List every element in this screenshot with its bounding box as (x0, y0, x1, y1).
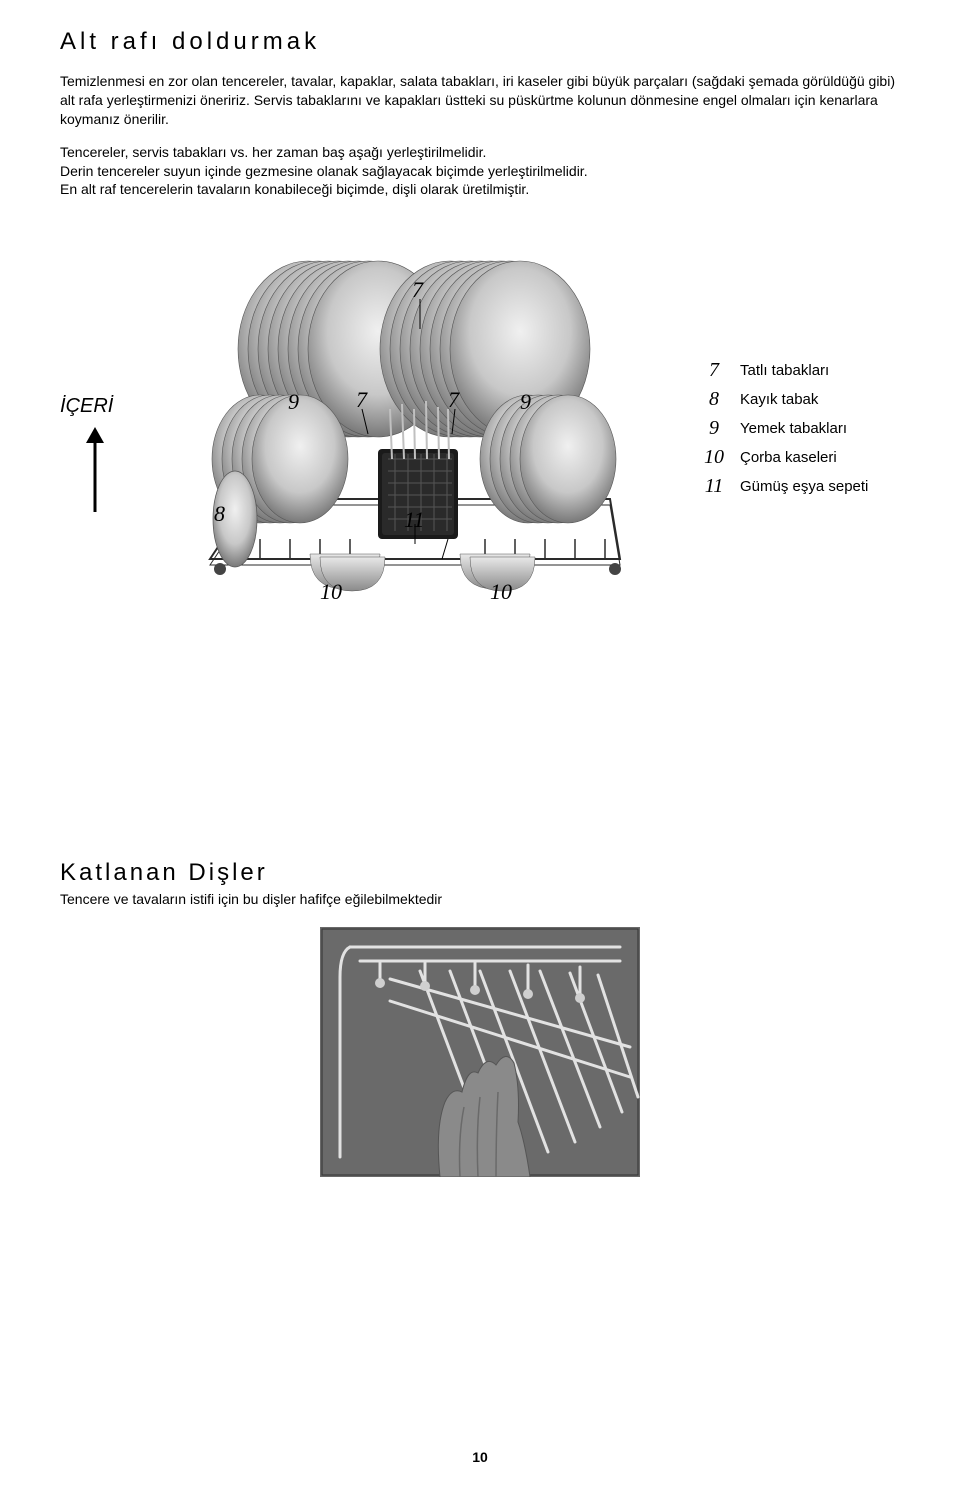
diagram-num-9-left: 9 (288, 389, 299, 414)
legend-num: 7 (700, 359, 728, 382)
front-right-plates (480, 395, 616, 523)
page-number: 10 (0, 1449, 960, 1465)
legend-num: 9 (700, 417, 728, 440)
rack-diagram-area: İÇERİ (60, 259, 900, 689)
legend-num: 8 (700, 388, 728, 411)
legend-num: 10 (700, 446, 728, 469)
paragraph-2: Tencereler, servis tabakları vs. her zam… (60, 143, 900, 200)
para2-line-a: Tencereler, servis tabakları vs. her zam… (60, 143, 900, 162)
section-subtitle-2: Tencere ve tavaların istifi için bu dişl… (60, 891, 900, 907)
inward-label: İÇERİ (60, 395, 113, 418)
legend-label: Gümüş eşya sepeti (740, 478, 868, 495)
diagram-num-10-right: 10 (490, 579, 512, 604)
dish-rack-illustration: 7 7 7 9 9 8 11 10 10 (190, 259, 630, 639)
legend-row: 8 Kayık tabak (700, 388, 868, 411)
legend-row: 11 Gümüş eşya sepeti (700, 475, 868, 498)
folding-tines-photo (320, 927, 640, 1177)
legend-row: 7 Tatlı tabakları (700, 359, 868, 382)
legend-label: Tatlı tabakları (740, 362, 829, 379)
legend-label: Çorba kaseleri (740, 449, 837, 466)
legend-row: 10 Çorba kaseleri (700, 446, 868, 469)
para2-line-c: En alt raf tencerelerin tavaların konabi… (60, 180, 900, 199)
diagram-num-11: 11 (404, 507, 424, 532)
diagram-num-10-left: 10 (320, 579, 342, 604)
diagram-num-9-right: 9 (520, 389, 531, 414)
inward-arrow-icon (80, 427, 110, 517)
legend: 7 Tatlı tabakları 8 Kayık tabak 9 Yemek … (700, 359, 868, 504)
diagram-num-7-top: 7 (412, 277, 424, 302)
section-2: Katlanan Dişler Tencere ve tavaların ist… (60, 859, 900, 1177)
paragraph-1: Temizlenmesi en zor olan tencereler, tav… (60, 72, 900, 129)
legend-num: 11 (700, 475, 728, 498)
diagram-num-8: 8 (214, 501, 225, 526)
section-title-2: Katlanan Dişler (60, 859, 900, 887)
legend-label: Yemek tabakları (740, 420, 847, 437)
para2-line-b: Derin tencereler suyun içinde gezmesine … (60, 162, 900, 181)
diagram-num-7-left: 7 (356, 387, 368, 412)
diagram-num-7-right: 7 (448, 387, 460, 412)
section-title-1: Alt rafı doldurmak (60, 28, 900, 56)
legend-row: 9 Yemek tabakları (700, 417, 868, 440)
legend-label: Kayık tabak (740, 391, 818, 408)
